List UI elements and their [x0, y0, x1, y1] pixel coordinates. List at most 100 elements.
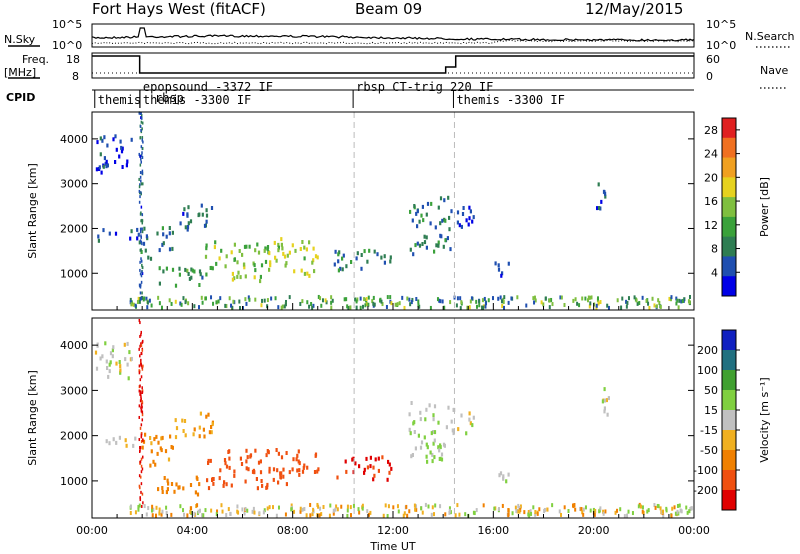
scatter-cell: [386, 295, 389, 300]
colorbar-tick-label: -15: [700, 424, 718, 437]
echo-cell: [368, 248, 371, 253]
scatter-cell: [397, 509, 400, 514]
y-axis-title: Slant Range [km]: [26, 163, 39, 259]
echo-cell: [162, 269, 165, 274]
scatter-cell: [157, 295, 160, 300]
echo-cell: [449, 247, 452, 252]
scatter-cell: [516, 295, 519, 300]
scan-cell: [140, 408, 143, 412]
colorbar-swatch: [722, 450, 736, 471]
scatter-cell: [232, 299, 235, 304]
scatter-cell: [621, 296, 624, 301]
scatter-cell: [443, 305, 446, 310]
colorbar-swatch: [722, 490, 736, 511]
echo-cell: [447, 195, 450, 200]
echo-cell: [260, 263, 264, 268]
echo-cell: [284, 263, 287, 268]
echo-cell: [205, 272, 208, 277]
scatter-cell: [637, 504, 640, 509]
scan-cell: [139, 461, 141, 465]
echo-cell: [409, 247, 412, 252]
scatter-cell: [636, 301, 639, 306]
echo-cell: [600, 199, 603, 204]
echo-cell: [342, 253, 345, 258]
scan-cell: [140, 406, 142, 410]
scatter-cell: [417, 299, 420, 304]
scatter-cell: [614, 510, 617, 515]
echo-cell: [424, 417, 427, 422]
echo-cell: [457, 427, 460, 432]
scatter-cell: [187, 301, 190, 306]
scatter-cell: [648, 305, 651, 310]
scatter-cell: [414, 507, 417, 512]
nsky-curve: [91, 27, 695, 42]
scatter-cell: [662, 509, 665, 514]
scatter-cell: [189, 510, 192, 515]
scatter-cell: [290, 507, 293, 512]
echo-cell: [187, 205, 190, 210]
nsearch-label: N.Search: [745, 30, 795, 43]
echo-cell: [96, 342, 99, 347]
scatter-cell: [518, 509, 521, 514]
echo-cell: [140, 250, 143, 254]
scan-cell: [141, 271, 144, 275]
scatter-cell: [228, 296, 231, 301]
echo-cell: [198, 212, 201, 217]
scatter-cell: [589, 301, 592, 306]
echo-cell: [144, 248, 147, 253]
scan-cell: [142, 455, 144, 459]
echo-cell: [245, 466, 248, 471]
scan-cell: [140, 160, 143, 164]
echo-cell: [205, 208, 208, 213]
echo-cell: [236, 260, 239, 265]
scatter-cell: [647, 508, 650, 513]
scatter-cell: [459, 306, 462, 311]
echo-cell: [432, 441, 435, 446]
scatter-cell: [584, 505, 587, 510]
echo-cell: [420, 440, 424, 445]
echo-cell: [419, 410, 422, 415]
program-label: epopsound -3372 IF: [143, 80, 273, 94]
echo-cell: [114, 231, 118, 236]
scatter-cell: [563, 303, 566, 308]
scatter-cell: [132, 302, 135, 307]
colorbar-swatch: [722, 470, 736, 491]
scan-cell: [141, 136, 144, 140]
echo-cell: [292, 457, 295, 462]
echo-cell: [273, 240, 276, 245]
echo-cell: [460, 224, 463, 229]
echo-cell: [144, 432, 147, 437]
scatter-cell: [627, 509, 630, 514]
scatter-cell: [270, 296, 273, 301]
scan-cell: [141, 121, 144, 125]
echo-cell: [306, 465, 309, 470]
echo-cell: [155, 434, 158, 439]
scan-cell: [141, 169, 144, 173]
echo-cell: [414, 446, 417, 451]
scatter-cell: [551, 503, 554, 508]
echo-cell: [260, 479, 263, 483]
scatter-cell: [236, 509, 239, 514]
scatter-cell: [647, 301, 650, 306]
echo-cell: [207, 461, 210, 465]
echo-cell: [182, 486, 185, 491]
scatter-cell: [595, 305, 598, 310]
scatter-cell: [402, 513, 405, 518]
scan-cell: [140, 179, 142, 183]
echo-cell: [298, 472, 301, 477]
echo-cell: [189, 483, 193, 487]
scatter-cell: [252, 506, 255, 511]
echo-cell: [431, 459, 434, 464]
echo-cell: [101, 354, 104, 359]
echo-cell: [497, 267, 501, 272]
scatter-cell: [321, 298, 324, 303]
scatter-cell: [607, 305, 610, 310]
echo-cell: [366, 259, 369, 264]
echo-cell: [106, 163, 109, 168]
scan-cell: [139, 392, 142, 396]
scan-cell: [139, 321, 141, 325]
scan-cell: [139, 136, 142, 140]
echo-cell: [99, 356, 102, 361]
echo-cell: [158, 266, 161, 271]
noise-panel: [91, 23, 695, 48]
